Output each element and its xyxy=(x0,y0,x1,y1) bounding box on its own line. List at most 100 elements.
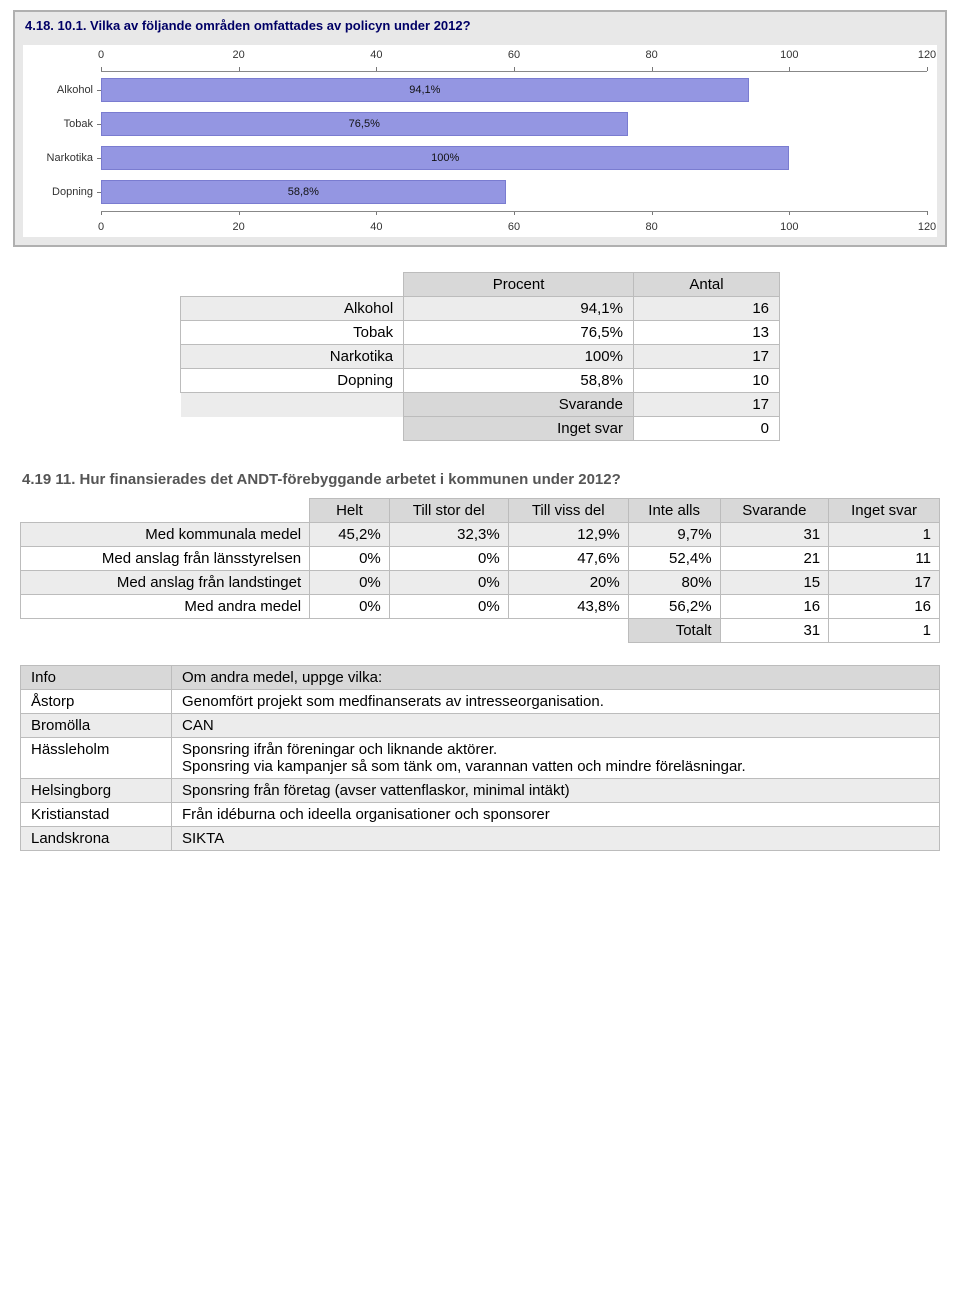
cross-cell: 56,2% xyxy=(628,595,720,619)
chart-bar: 100% xyxy=(101,146,789,170)
info-value: Från idéburna och ideella organisationer… xyxy=(172,803,940,827)
cross-row-label: Med kommunala medel xyxy=(21,523,310,547)
info-key: Landskrona xyxy=(21,827,172,851)
summary-inget-n: 0 xyxy=(633,417,779,441)
question-heading: 4.19 11. Hur finansierades det ANDT-före… xyxy=(22,471,938,488)
info-value: Genomfört projekt som medfinanserats av … xyxy=(172,690,940,714)
summary-table: Procent Antal Alkohol94,1%16Tobak76,5%13… xyxy=(180,272,780,441)
info-key: Hässleholm xyxy=(21,738,172,779)
summary-svarande-label: Svarande xyxy=(404,393,634,417)
chart-title: 4.18. 10.1. Vilka av följande områden om… xyxy=(15,12,945,39)
x-tick-top: 120 xyxy=(918,49,936,61)
summary-row-pct: 58,8% xyxy=(404,369,634,393)
info-row: ÅstorpGenomfört projekt som medfinansera… xyxy=(21,690,940,714)
chart-bar: 58,8% xyxy=(101,180,506,204)
info-header-right: Om andra medel, uppge vilka: xyxy=(172,666,940,690)
cross-header: Inte alls xyxy=(628,499,720,523)
cross-total-label: Totalt xyxy=(628,619,720,643)
cross-row-label: Med anslag från landstinget xyxy=(21,571,310,595)
cross-cell: 17 xyxy=(829,571,940,595)
cross-cell: 80% xyxy=(628,571,720,595)
summary-row: Alkohol94,1%16 xyxy=(181,297,780,321)
cross-cell: 52,4% xyxy=(628,547,720,571)
cross-row-label: Med anslag från länsstyrelsen xyxy=(21,547,310,571)
summary-inget-label: Inget svar xyxy=(404,417,634,441)
info-value: Sponsring från företag (avser vattenflas… xyxy=(172,779,940,803)
cross-cell: 9,7% xyxy=(628,523,720,547)
cross-cell: 1 xyxy=(829,523,940,547)
cross-total-cell: 31 xyxy=(720,619,829,643)
cross-cell: 43,8% xyxy=(508,595,628,619)
x-tick-bottom: 40 xyxy=(370,221,382,233)
summary-row: Dopning58,8%10 xyxy=(181,369,780,393)
summary-row-n: 17 xyxy=(633,345,779,369)
info-row: HelsingborgSponsring från företag (avser… xyxy=(21,779,940,803)
info-row: BromöllaCAN xyxy=(21,714,940,738)
cross-cell: 31 xyxy=(720,523,829,547)
info-table: Info Om andra medel, uppge vilka: Åstorp… xyxy=(20,665,940,851)
chart-plot: 002020404060608080100100120120Alkohol94,… xyxy=(23,45,937,237)
x-tick-bottom: 60 xyxy=(508,221,520,233)
cross-total-cell: 1 xyxy=(829,619,940,643)
summary-row-n: 16 xyxy=(633,297,779,321)
cross-cell: 32,3% xyxy=(389,523,508,547)
cross-cell: 21 xyxy=(720,547,829,571)
y-category-label: Dopning xyxy=(23,186,93,198)
chart-bar: 76,5% xyxy=(101,112,628,136)
cross-row: Med anslag från länsstyrelsen0%0%47,6%52… xyxy=(21,547,940,571)
info-key: Åstorp xyxy=(21,690,172,714)
summary-row-label: Alkohol xyxy=(181,297,404,321)
cross-cell: 15 xyxy=(720,571,829,595)
x-tick-top: 60 xyxy=(508,49,520,61)
summary-row-label: Dopning xyxy=(181,369,404,393)
summary-row-n: 10 xyxy=(633,369,779,393)
info-key: Bromölla xyxy=(21,714,172,738)
x-tick-bottom: 80 xyxy=(646,221,658,233)
cross-cell: 0% xyxy=(310,571,390,595)
chart-bar: 94,1% xyxy=(101,78,749,102)
cross-header: Till viss del xyxy=(508,499,628,523)
x-tick-top: 20 xyxy=(233,49,245,61)
summary-row: Narkotika100%17 xyxy=(181,345,780,369)
x-tick-top: 80 xyxy=(646,49,658,61)
cross-header: Inget svar xyxy=(829,499,940,523)
cross-header: Svarande xyxy=(720,499,829,523)
info-key: Kristianstad xyxy=(21,803,172,827)
info-row: HässleholmSponsring ifrån föreningar och… xyxy=(21,738,940,779)
cross-cell: 0% xyxy=(389,547,508,571)
summary-row-pct: 76,5% xyxy=(404,321,634,345)
cross-row-label: Med andra medel xyxy=(21,595,310,619)
summary-row-pct: 94,1% xyxy=(404,297,634,321)
cross-cell: 16 xyxy=(720,595,829,619)
info-key: Helsingborg xyxy=(21,779,172,803)
x-tick-bottom: 0 xyxy=(98,221,104,233)
x-tick-bottom: 20 xyxy=(233,221,245,233)
x-tick-bottom: 100 xyxy=(780,221,798,233)
cross-row: Med anslag från landstinget0%0%20%80%151… xyxy=(21,571,940,595)
cross-header: Helt xyxy=(310,499,390,523)
info-row: LandskronaSIKTA xyxy=(21,827,940,851)
cross-row: Med kommunala medel45,2%32,3%12,9%9,7%31… xyxy=(21,523,940,547)
chart-panel: 4.18. 10.1. Vilka av följande områden om… xyxy=(13,10,947,247)
cross-cell: 20% xyxy=(508,571,628,595)
cross-table: HeltTill stor delTill viss delInte allsS… xyxy=(20,498,940,643)
y-category-label: Narkotika xyxy=(23,152,93,164)
summary-row-label: Tobak xyxy=(181,321,404,345)
x-tick-bottom: 120 xyxy=(918,221,936,233)
summary-svarande-n: 17 xyxy=(633,393,779,417)
x-tick-top: 0 xyxy=(98,49,104,61)
y-category-label: Alkohol xyxy=(23,84,93,96)
summary-header-procent: Procent xyxy=(404,273,634,297)
cross-cell: 45,2% xyxy=(310,523,390,547)
y-category-label: Tobak xyxy=(23,118,93,130)
x-tick-top: 40 xyxy=(370,49,382,61)
cross-row: Med andra medel0%0%43,8%56,2%1616 xyxy=(21,595,940,619)
cross-cell: 47,6% xyxy=(508,547,628,571)
summary-row-pct: 100% xyxy=(404,345,634,369)
summary-row-n: 13 xyxy=(633,321,779,345)
cross-cell: 11 xyxy=(829,547,940,571)
info-row: KristianstadFrån idéburna och ideella or… xyxy=(21,803,940,827)
info-header-left: Info xyxy=(21,666,172,690)
cross-cell: 0% xyxy=(310,547,390,571)
info-value: CAN xyxy=(172,714,940,738)
